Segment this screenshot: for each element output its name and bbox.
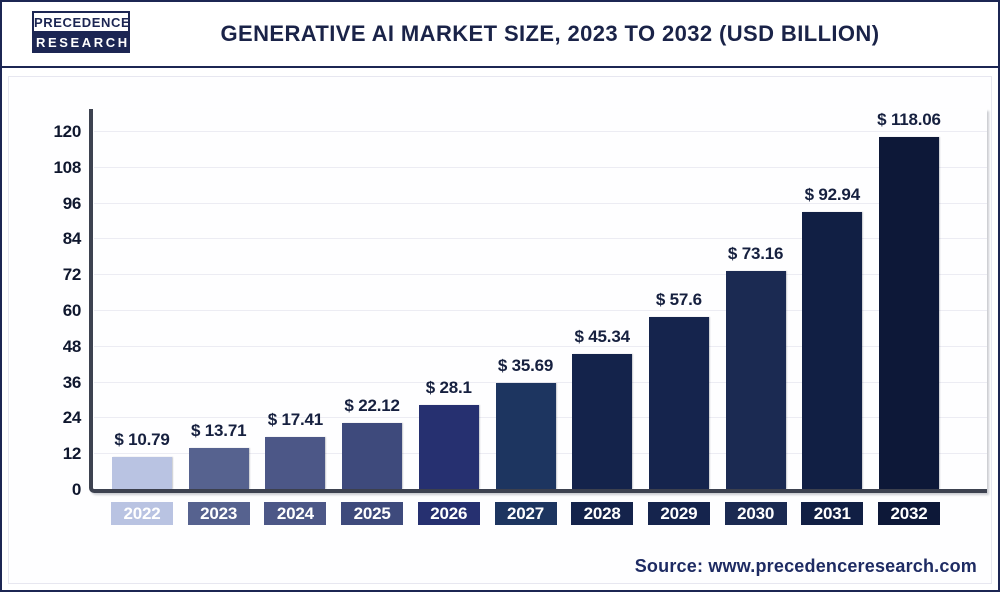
y-tick-label: 60 [62, 301, 82, 320]
gridline-y-72 [94, 274, 987, 276]
gridline-y-120 [94, 131, 987, 132]
bar-value-label: $ 45.34 [574, 326, 631, 346]
chart-axes [89, 109, 987, 493]
y-tick-label: 0 [71, 480, 81, 499]
bar-value-label: $ 17.41 [267, 410, 324, 430]
bar-value-label: $ 92.94 [804, 184, 861, 204]
y-tick-label: 108 [53, 157, 82, 177]
bar-2026 [418, 405, 479, 489]
logo-line-1: PRECEDENCE [32, 11, 130, 33]
bar-2022 [112, 456, 172, 489]
gridline-y-48 [94, 345, 987, 347]
bar-value-label: $ 10.79 [114, 429, 170, 449]
x-axis-label-2023: 2023 [187, 502, 250, 525]
bar-value-label: $ 35.69 [497, 355, 554, 375]
y-tick-label: 96 [62, 193, 82, 213]
x-axis-label-2032: 2032 [878, 502, 940, 525]
x-axis-label-2029: 2029 [647, 502, 710, 525]
bar-2025 [342, 423, 403, 489]
logo-line-2: RESEARCH [32, 33, 130, 53]
bar-2024 [265, 437, 326, 489]
bar-value-label: $ 57.6 [655, 290, 702, 310]
bar-value-label: $ 118.06 [877, 109, 941, 129]
bar-2032 [879, 136, 939, 489]
gridline-y-96 [94, 202, 987, 204]
bar-2029 [648, 317, 709, 489]
y-tick-label: 72 [62, 265, 82, 285]
y-tick-label: 24 [62, 408, 82, 428]
bar-value-label: $ 13.71 [191, 421, 247, 441]
x-axis-label-2027: 2027 [494, 502, 557, 525]
bar-2031 [802, 211, 863, 489]
source-attribution: Source: www.precedenceresearch.com [634, 556, 977, 576]
x-axis-label-2028: 2028 [571, 502, 634, 525]
y-tick-label: 12 [62, 444, 82, 464]
gridline-y-84 [94, 238, 987, 240]
gridline-y-108 [94, 166, 987, 168]
header: PRECEDENCE RESEARCH Generative AI Market… [2, 2, 998, 68]
bar-2030 [725, 270, 786, 489]
gridline-y-60 [94, 310, 987, 311]
y-tick-label: 120 [53, 122, 82, 141]
bar-2027 [495, 382, 556, 489]
y-tick-label: 84 [62, 229, 82, 249]
bar-value-label: $ 22.12 [344, 396, 400, 415]
gridline-y-36 [94, 381, 987, 383]
x-axis-label-2024: 2024 [264, 502, 327, 525]
y-tick-label: 48 [62, 336, 82, 356]
x-axis-label-2026: 2026 [417, 502, 480, 525]
chart-title: Generative AI Market Size, 2023 to 2032 … [220, 21, 880, 46]
bar-value-label: $ 28.1 [425, 378, 472, 398]
x-axis-label-2025: 2025 [341, 502, 404, 525]
precedence-research-logo: PRECEDENCE RESEARCH [32, 11, 130, 53]
x-axis-label-2030: 2030 [724, 502, 787, 525]
x-axis-label-2022: 2022 [111, 502, 173, 525]
y-tick-label: 36 [62, 372, 82, 392]
chart-area: 0 12 24 36 48 60 72 84 96 108 120 $ 10.79 2022 $ 13.7… [8, 76, 992, 584]
bar-2023 [188, 448, 249, 489]
bar-2028 [572, 353, 633, 489]
bar-value-label: $ 73.16 [727, 243, 784, 263]
x-axis-label-2031: 2031 [801, 502, 864, 525]
